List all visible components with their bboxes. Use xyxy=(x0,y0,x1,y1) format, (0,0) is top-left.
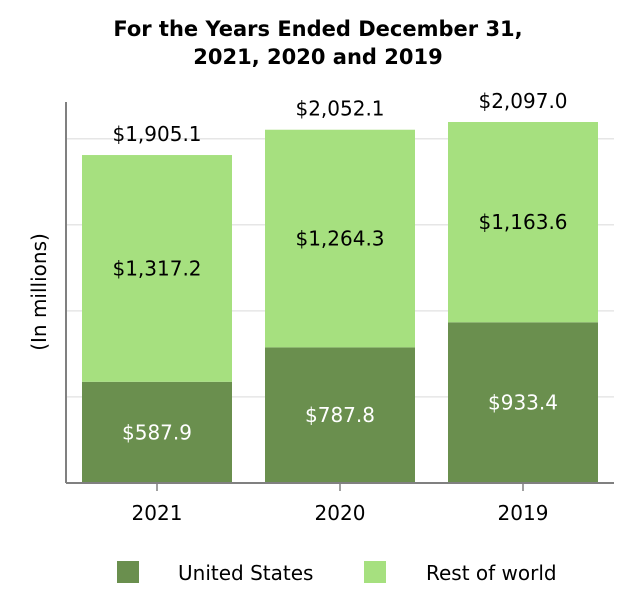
total-label-2019: $2,097.0 xyxy=(478,89,567,113)
bar-2021-united-states xyxy=(82,381,232,483)
legend-label-rest-of-world: Rest of world xyxy=(426,561,557,585)
chart-title-line-2: 2021, 2020 and 2019 xyxy=(193,45,442,69)
data-label-2021-united-states: $587.9 xyxy=(122,420,192,444)
legend-swatch-united-states xyxy=(117,561,139,583)
legend: United States Rest of world xyxy=(117,561,557,585)
data-label-2019-rest-of-world: $1,163.6 xyxy=(478,210,567,234)
y-axis-label: (In millions) xyxy=(27,233,51,351)
bars xyxy=(82,122,598,483)
data-label-2020-rest-of-world: $1,264.3 xyxy=(295,227,384,251)
x-tick-label-2019: 2019 xyxy=(498,501,549,525)
chart-title: For the Years Ended December 31, 2021, 2… xyxy=(113,17,522,69)
data-label-2020-united-states: $787.8 xyxy=(305,403,375,427)
bar-2020-rest-of-world xyxy=(265,129,415,348)
bar-2020-united-states xyxy=(265,347,415,483)
data-label-2021-rest-of-world: $1,317.2 xyxy=(112,256,201,280)
x-tick-labels: 2021 2020 2019 xyxy=(132,483,549,525)
bar-2019-united-states xyxy=(448,322,598,483)
total-label-2021: $1,905.1 xyxy=(112,122,201,146)
total-label-2020: $2,052.1 xyxy=(295,97,384,121)
bar-2021-rest-of-world xyxy=(82,155,232,382)
x-tick-label-2021: 2021 xyxy=(132,501,183,525)
legend-swatch-rest-of-world xyxy=(364,561,386,583)
data-label-2019-united-states: $933.4 xyxy=(488,391,558,415)
data-labels: $587.9 $1,317.2 $1,905.1 $787.8 $1,264.3 $2,0… xyxy=(112,89,567,444)
legend-label-united-states: United States xyxy=(178,561,313,585)
chart-title-line-1: For the Years Ended December 31, xyxy=(113,17,522,41)
x-tick-label-2020: 2020 xyxy=(315,501,366,525)
bar-2019-rest-of-world xyxy=(448,122,598,323)
